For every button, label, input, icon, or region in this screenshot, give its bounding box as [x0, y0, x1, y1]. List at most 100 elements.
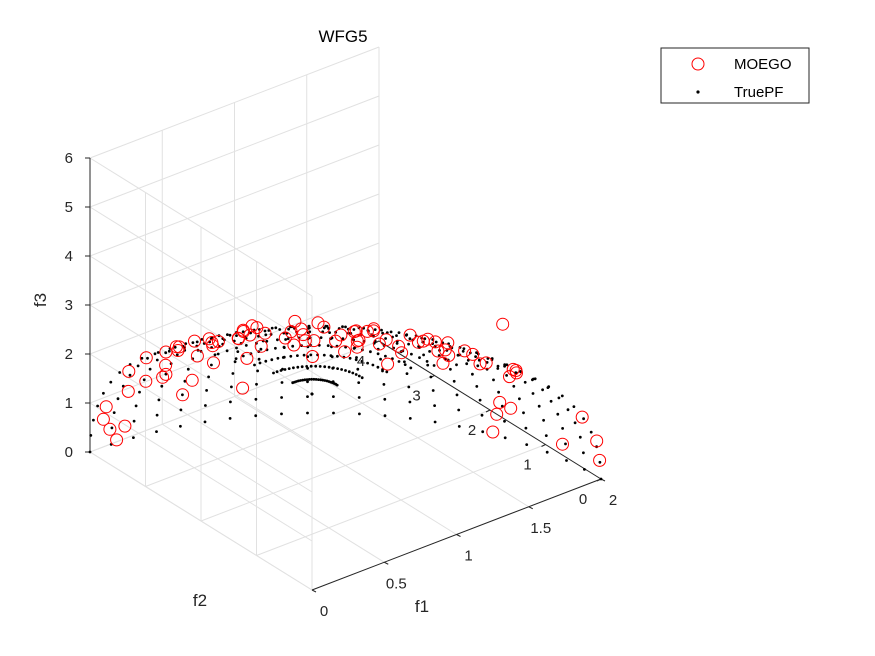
x-axis-label: f1	[415, 597, 429, 616]
moego-point	[243, 328, 257, 342]
truepf-point	[476, 364, 480, 368]
truepf-point	[519, 370, 522, 373]
legend: MOEGO TruePF	[660, 47, 810, 104]
truepf-point	[561, 427, 564, 430]
truepf-point	[389, 330, 393, 334]
truepf-point	[314, 378, 318, 381]
truepf-point	[360, 376, 364, 380]
truepf-point	[319, 378, 322, 382]
truepf-point	[167, 349, 171, 353]
truepf-point	[186, 367, 190, 371]
moego-point	[421, 332, 435, 346]
truepf-point	[336, 367, 339, 370]
truepf-point	[348, 356, 352, 360]
moego-point	[250, 321, 264, 335]
truepf-point	[505, 363, 509, 367]
truepf-point	[357, 396, 361, 399]
truepf-point	[403, 363, 407, 366]
truepf-point	[307, 378, 311, 381]
truepf-point	[410, 352, 413, 356]
truepf-point	[336, 354, 339, 358]
truepf-point	[264, 333, 268, 337]
moego-point	[350, 334, 364, 348]
truepf-point	[383, 397, 387, 401]
truepf-point	[356, 367, 360, 371]
truepf-point	[328, 331, 331, 334]
moego-point	[185, 373, 199, 387]
grid-wall-x0-horizontal	[89, 157, 313, 297]
truepf-point	[557, 396, 561, 400]
x-tick-label: 0	[320, 603, 328, 620]
truepf-point	[475, 351, 478, 354]
truepf-series	[88, 324, 603, 481]
truepf-point	[544, 434, 548, 437]
moego-point	[403, 328, 417, 342]
truepf-point	[503, 363, 507, 367]
x-tick-label: 1	[464, 548, 472, 565]
moego-point	[458, 344, 472, 358]
moego-point	[506, 362, 520, 376]
truepf-point	[457, 425, 461, 428]
truepf-point	[303, 378, 307, 382]
truepf-point	[564, 442, 567, 446]
grid-wall-x0-horizontal	[89, 206, 313, 346]
truepf-point	[110, 426, 114, 430]
truepf-point	[256, 369, 259, 373]
moego-point	[593, 453, 607, 467]
x-tick-mark	[456, 534, 461, 537]
moego-point	[236, 323, 250, 337]
truepf-point	[565, 459, 568, 462]
moego-point	[96, 412, 110, 426]
truepf-point	[582, 417, 585, 421]
truepf-point	[422, 353, 425, 357]
truepf-point	[255, 382, 258, 386]
truepf-point	[384, 337, 387, 340]
moego-point	[590, 434, 604, 448]
truepf-point	[319, 336, 323, 339]
truepf-point	[191, 341, 195, 344]
tick-labels: 0 0.5 1 1.5 2 0 1 2 3 4 0 1 2 3 4 5 6	[65, 150, 618, 620]
moego-point	[431, 344, 445, 358]
truepf-point	[153, 352, 157, 356]
x-tick-label: 2	[609, 492, 617, 509]
truepf-point	[296, 354, 299, 357]
truepf-point	[578, 435, 582, 439]
truepf-point	[307, 327, 310, 330]
moego-point	[232, 332, 245, 346]
moego-point	[367, 322, 381, 336]
truepf-point	[136, 364, 140, 368]
truepf-point	[310, 392, 314, 396]
truepf-point	[331, 380, 335, 384]
truepf-point	[531, 378, 534, 382]
plot-axes	[85, 157, 606, 593]
truepf-point	[405, 372, 409, 375]
truepf-point	[142, 378, 146, 382]
truepf-point	[112, 411, 116, 414]
truepf-point	[379, 357, 382, 361]
truepf-point	[352, 328, 356, 331]
truepf-point	[376, 365, 380, 369]
moego-point	[287, 338, 301, 352]
truepf-point	[132, 436, 135, 439]
truepf-point	[128, 373, 132, 377]
moego-point	[436, 356, 450, 370]
truepf-point	[89, 434, 93, 437]
truepf-point	[146, 356, 149, 360]
moego-point	[207, 356, 220, 370]
moego-point	[159, 358, 173, 372]
truepf-point	[254, 414, 258, 418]
truepf-point	[418, 356, 421, 359]
truepf-point	[225, 349, 229, 353]
truepf-point	[270, 326, 274, 330]
truepf-point	[475, 385, 479, 388]
truepf-point	[282, 345, 286, 349]
moego-point	[556, 437, 569, 451]
truepf-point	[481, 430, 485, 434]
truepf-point	[537, 404, 541, 408]
moego-point	[381, 357, 395, 371]
truepf-point	[357, 374, 361, 378]
truepf-point	[384, 354, 387, 358]
truepf-point	[409, 366, 413, 370]
truepf-point	[496, 364, 500, 368]
truepf-point	[200, 338, 204, 341]
